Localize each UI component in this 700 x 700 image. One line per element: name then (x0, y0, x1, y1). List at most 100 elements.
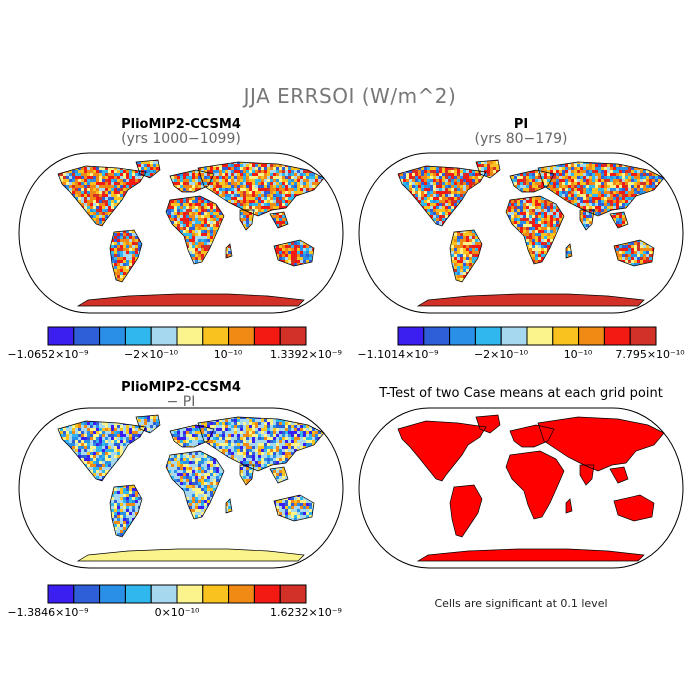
field-cell (255, 200, 258, 203)
field-cell (291, 176, 294, 179)
field-cell (189, 206, 192, 209)
field-cell (123, 269, 126, 272)
field-cell (216, 167, 219, 170)
field-cell (168, 206, 171, 209)
field-cell (234, 176, 237, 179)
field-cell (75, 173, 78, 176)
field-cell (255, 173, 258, 176)
field-cell (180, 221, 183, 224)
field-cell (285, 179, 288, 182)
field-cell (114, 170, 117, 173)
field-cell (195, 257, 198, 260)
field-cell (66, 176, 69, 179)
field-cell (336, 170, 339, 173)
field-cell (135, 170, 138, 173)
field-cell (339, 164, 342, 167)
field-cell (231, 197, 234, 200)
field-cell (279, 215, 282, 218)
field-cell (276, 248, 279, 251)
field-cell (36, 155, 39, 158)
field-cell (327, 167, 330, 170)
field-cell (246, 173, 249, 176)
field-cell (33, 287, 36, 290)
field-cell (21, 287, 24, 290)
field-cell (336, 167, 339, 170)
field-cell (180, 176, 183, 179)
field-cell (273, 182, 276, 185)
field-cell (297, 254, 300, 257)
field-cell (120, 185, 123, 188)
field-cell (192, 248, 195, 251)
field-cell (336, 278, 339, 281)
field-cell (24, 281, 27, 284)
field-cell (279, 212, 282, 215)
field-cell (207, 206, 210, 209)
field-cell (63, 182, 66, 185)
field-cell (273, 191, 276, 194)
field-cell (267, 200, 270, 203)
field-cell (243, 188, 246, 191)
field-cell (135, 242, 138, 245)
field-cell (252, 176, 255, 179)
field-cell (270, 170, 273, 173)
field-cell (78, 197, 81, 200)
field-cell (207, 200, 210, 203)
field-cell (291, 188, 294, 191)
field-cell (108, 212, 111, 215)
field-cell (93, 170, 96, 173)
field-cell (87, 188, 90, 191)
field-cell (294, 242, 297, 245)
field-cell (201, 248, 204, 251)
field-cell (207, 227, 210, 230)
field-cell (90, 179, 93, 182)
field-cell (330, 284, 333, 287)
field-cell (171, 206, 174, 209)
field-cell (189, 218, 192, 221)
field-cell (261, 179, 264, 182)
field-cell (198, 221, 201, 224)
field-cell (303, 179, 306, 182)
field-cell (126, 179, 129, 182)
field-cell (288, 179, 291, 182)
field-cell (36, 161, 39, 164)
field-cell (186, 236, 189, 239)
field-cell (174, 212, 177, 215)
field-cell (240, 197, 243, 200)
field-cell (231, 164, 234, 167)
field-cell (240, 164, 243, 167)
field-cell (45, 155, 48, 158)
field-cell (279, 164, 282, 167)
field-cell (318, 161, 321, 164)
field-cell (87, 206, 90, 209)
field-cell (18, 152, 21, 155)
field-cell (102, 197, 105, 200)
field-cell (339, 179, 342, 182)
field-cell (243, 179, 246, 182)
field-cell (129, 257, 132, 260)
field-cell (72, 173, 75, 176)
field-cell (111, 191, 114, 194)
field-cell (291, 245, 294, 248)
field-cell (288, 188, 291, 191)
field-cell (207, 176, 210, 179)
field-cell (192, 173, 195, 176)
field-cell (216, 218, 219, 221)
field-cell (75, 179, 78, 182)
field-cell (123, 275, 126, 278)
field-cell (93, 209, 96, 212)
field-cell (132, 239, 135, 242)
field-cell (225, 173, 228, 176)
field-cell (141, 173, 144, 176)
field-cell (120, 176, 123, 179)
field-cell (27, 164, 30, 167)
field-cell (99, 182, 102, 185)
field-cell (339, 152, 342, 155)
field-cell (330, 173, 333, 176)
field-cell (252, 170, 255, 173)
field-cell (321, 167, 324, 170)
field-cell (186, 212, 189, 215)
field-cell (24, 164, 27, 167)
field-cell (102, 203, 105, 206)
field-cell (27, 281, 30, 284)
field-cell (105, 200, 108, 203)
